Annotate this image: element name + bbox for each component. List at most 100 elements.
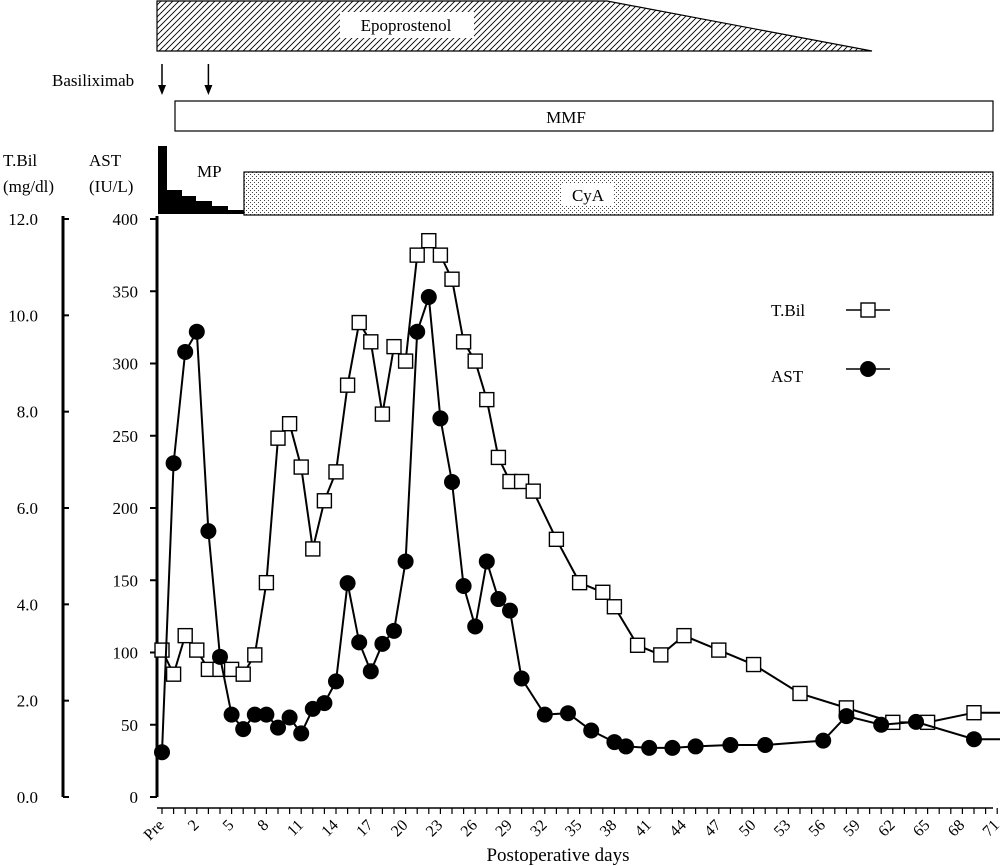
ast-marker (664, 739, 681, 756)
ast-marker (687, 738, 704, 755)
right-axis-tick-label: 400 (113, 210, 139, 229)
cya-label: CyA (572, 186, 605, 205)
ast-marker (420, 289, 437, 306)
ast-marker (246, 706, 263, 723)
mmf-label: MMF (546, 108, 586, 127)
mp-taper (158, 146, 244, 214)
x-axis-tick-label: 38 (597, 817, 620, 840)
ast-marker (502, 602, 518, 619)
x-axis-tick-label: 20 (388, 817, 411, 840)
epoprostenol-label: Epoprostenol (361, 16, 452, 35)
x-axis-tick-label: 62 (875, 817, 898, 840)
ast-marker (536, 706, 553, 723)
ast-marker (281, 709, 298, 726)
ast-marker (165, 455, 182, 472)
left-axis-tick-label: 8.0 (17, 403, 38, 422)
ast-marker (374, 635, 391, 652)
tbil-marker (479, 391, 495, 408)
tbil-marker (711, 642, 727, 658)
right-axis-tick-label: 300 (113, 355, 139, 374)
right-axis-tick-label: 200 (113, 499, 139, 518)
tbil-marker (490, 449, 507, 466)
ast-marker (397, 553, 414, 570)
cya-label-bg (562, 183, 614, 205)
legend-ast-label: AST (771, 367, 804, 386)
left-axis: 0.0 2.0 4.0 6.0 8.0 10.0 12.0 (8, 210, 69, 807)
tbil-marker (513, 473, 530, 490)
x-axis-tick-label: 8 (255, 817, 273, 835)
tbil-marker (328, 464, 344, 480)
left-axis-tick-label: 0.0 (17, 788, 38, 807)
ast-marker (873, 716, 890, 733)
right-axis-title-line1: AST (89, 151, 122, 170)
right-axis: 0 50 100 150 200 250 300 350 400 (113, 210, 159, 807)
right-axis-tick-label: 100 (113, 644, 139, 663)
x-axis-tick-label: 23 (423, 817, 446, 840)
basiliximab-arrowhead (204, 85, 213, 95)
tbil-marker (571, 574, 588, 591)
tbil-marker (351, 314, 367, 331)
right-axis-tick-label: 50 (121, 716, 138, 735)
ast-marker (386, 622, 402, 639)
x-axis-tick-label: 41 (632, 817, 655, 840)
tbil-marker (432, 247, 449, 263)
tbil-marker (444, 271, 460, 287)
x-axis-tick-label: 2 (185, 817, 203, 835)
right-axis-tick-label: 0 (130, 788, 139, 807)
basiliximab-label: Basiliximab (52, 71, 134, 90)
right-axis-tick-label: 350 (113, 282, 139, 301)
ast-marker (757, 736, 774, 753)
ast-marker (490, 591, 507, 608)
x-axis-title: Postoperative days (486, 845, 629, 866)
x-axis-tick-label: 71 (980, 817, 1000, 840)
tbil-marker (293, 459, 309, 475)
tbil-marker (270, 430, 286, 446)
tbil-marker (467, 353, 483, 369)
legend-ast-marker (860, 361, 876, 377)
tbil-marker (397, 353, 414, 369)
tbil-marker (421, 232, 437, 249)
legend-tbil-marker (860, 302, 876, 318)
epoprostenol-bar (156, 0, 873, 52)
tbil-marker (339, 377, 356, 393)
ast-marker (455, 578, 472, 595)
basiliximab-arrows (158, 64, 213, 95)
tbil-marker (316, 493, 333, 509)
tbil-marker (792, 685, 808, 702)
ast-series (154, 289, 1000, 761)
x-axis-tick-label: 47 (701, 817, 724, 840)
right-axis-tick-label: 150 (113, 571, 139, 590)
ast-marker (432, 410, 449, 427)
tbil-marker (676, 627, 692, 644)
ast-marker (444, 473, 460, 490)
x-axis: Pre 2 5 8 11 14 17 20 23 26 29 32 35 38 41 44 47 50 53 56 59… (141, 807, 1000, 844)
x-axis-tick-label: 44 (666, 817, 689, 840)
tbil-marker (409, 247, 425, 263)
left-axis-tick-label: 12.0 (8, 210, 38, 229)
tbil-marker (247, 647, 263, 663)
ast-marker (513, 670, 530, 687)
ast-marker (154, 744, 170, 761)
tbil-marker (455, 334, 472, 350)
ast-marker (838, 708, 855, 725)
ast-marker (293, 725, 310, 742)
tbil-marker (258, 574, 275, 591)
legend-tbil-label: T.Bil (771, 301, 805, 320)
left-axis-tick-label: 10.0 (8, 306, 38, 325)
x-axis-tick-label: 56 (806, 817, 829, 840)
tbil-marker (745, 656, 762, 673)
ast-marker (258, 706, 275, 723)
epoprostenol-label-bg (340, 12, 474, 38)
ast-marker (223, 706, 240, 723)
tbil-marker (363, 334, 379, 350)
ast-marker (188, 323, 205, 340)
ast-marker (270, 719, 286, 736)
left-axis-title-line2: (mg/dl) (3, 177, 54, 196)
right-axis-title-line2: (IU/L) (89, 177, 133, 196)
x-axis-tick-label: 32 (527, 817, 550, 840)
ast-marker (212, 648, 228, 665)
tbil-marker (629, 637, 646, 653)
tbil-marker (548, 531, 565, 548)
right-axis-tick-label: 250 (113, 427, 139, 446)
tbil-marker (281, 416, 298, 432)
